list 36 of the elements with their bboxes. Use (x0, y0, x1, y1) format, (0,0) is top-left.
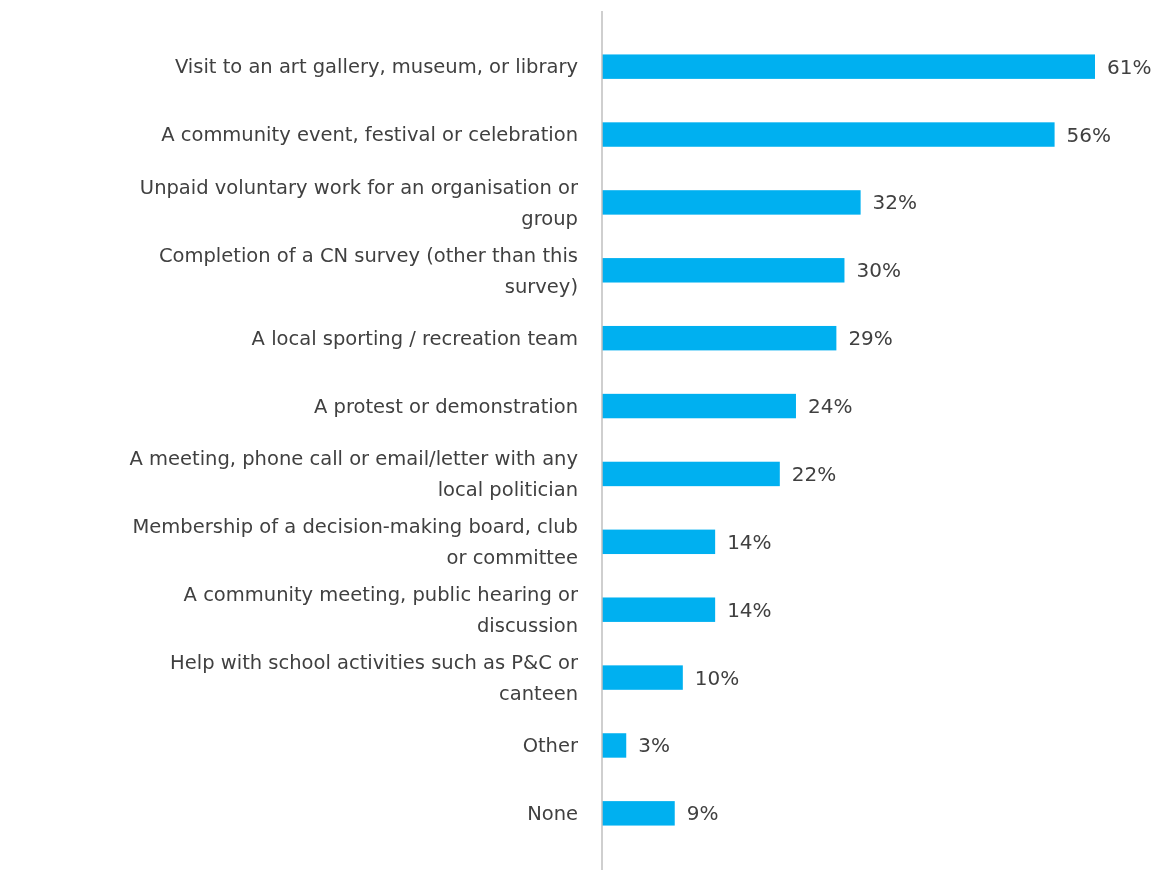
data-label: 14% (727, 597, 772, 622)
data-label: 29% (848, 326, 893, 351)
data-label: 10% (694, 665, 740, 690)
bar (602, 190, 861, 215)
data-label: 56% (1066, 122, 1112, 147)
bar (602, 54, 1095, 79)
bar (602, 733, 627, 758)
y-tick-label: A meeting, phone call or email/letter with any local politician (129, 447, 578, 502)
data-label: 3% (638, 733, 670, 758)
bar (602, 801, 675, 826)
bar (602, 122, 1055, 147)
y-tick-label: A community event, festival or celebration (161, 123, 578, 147)
bar (602, 461, 780, 487)
y-tick-label: Membership of a decision-making board, club or committee (132, 515, 578, 570)
y-tick-label: Help with school activities such as P&C or canteen (170, 650, 579, 705)
data-label: 9% (686, 801, 719, 826)
data-label: 14% (727, 529, 772, 554)
data-label: 32% (872, 190, 918, 215)
y-tick-label: Completion of a CN survey (other than this survey) (158, 243, 578, 298)
bar (602, 325, 837, 351)
bar (602, 665, 683, 690)
y-tick-label: A community meeting, public hearing or discussion (183, 583, 579, 638)
y-tick-label: Other (522, 734, 579, 758)
bar (602, 258, 845, 283)
y-tick-label: A protest or demonstration (313, 394, 578, 418)
data-label: 22% (791, 461, 837, 486)
bar (602, 597, 716, 622)
y-tick-label: A local sporting / recreation team (251, 327, 578, 351)
bar (602, 529, 716, 555)
data-label: 30% (856, 258, 901, 283)
data-label: 24% (807, 394, 853, 419)
bar (602, 393, 796, 419)
y-tick-label: Unpaid voluntary work for an organisation or group (139, 175, 579, 230)
y-tick-label: Visit to an art gallery, museum, or library (174, 55, 578, 79)
y-tick-label: None (527, 802, 578, 826)
data-label: 61% (1107, 54, 1152, 79)
